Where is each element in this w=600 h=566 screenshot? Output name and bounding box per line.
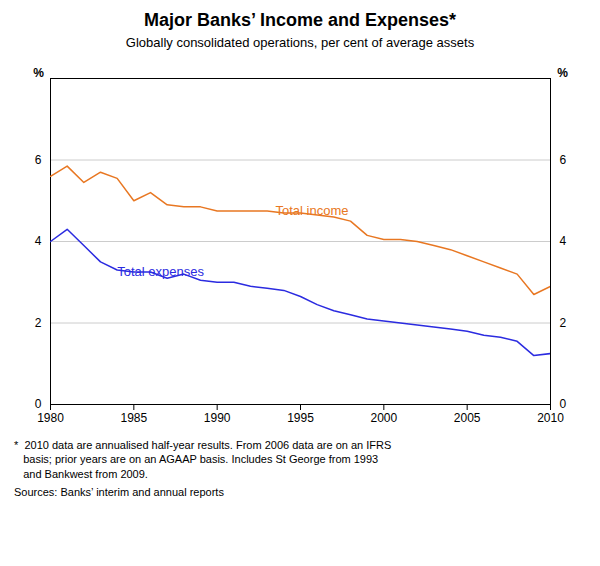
svg-text:Total expenses: Total expenses bbox=[117, 264, 204, 279]
svg-text:1985: 1985 bbox=[120, 411, 147, 425]
svg-text:1995: 1995 bbox=[287, 411, 314, 425]
svg-text:%: % bbox=[557, 66, 568, 80]
html-text:Globally consolidated operatio: Globally consolidated operations, per ce… bbox=[125, 35, 475, 50]
html-text:Sources: Banks’ interim and an: Sources: Banks’ interim and annual repor… bbox=[14, 485, 224, 498]
svg-text:2005: 2005 bbox=[454, 411, 481, 425]
html-text:Major Banks’ Income and Expens: Major Banks’ Income and Expenses* bbox=[143, 10, 457, 30]
svg-text:0: 0 bbox=[35, 397, 42, 411]
svg-text:4: 4 bbox=[560, 234, 567, 248]
svg-text:%: % bbox=[33, 66, 44, 80]
svg-text:2: 2 bbox=[35, 316, 42, 330]
svg-text:2: 2 bbox=[560, 316, 567, 330]
svg-text:2010: 2010 bbox=[537, 411, 564, 425]
svg-text:4: 4 bbox=[35, 234, 42, 248]
svg-text:Total income: Total income bbox=[276, 203, 349, 218]
html-text:* 2010 data are annualised hal: * 2010 data are annualised half-year res… bbox=[14, 439, 392, 480]
svg-text:1980: 1980 bbox=[37, 411, 64, 425]
svg-text:2000: 2000 bbox=[370, 411, 397, 425]
svg-text:6: 6 bbox=[35, 153, 42, 167]
svg-text:1990: 1990 bbox=[204, 411, 231, 425]
svg-text:6: 6 bbox=[560, 153, 567, 167]
svg-text:0: 0 bbox=[560, 397, 567, 411]
